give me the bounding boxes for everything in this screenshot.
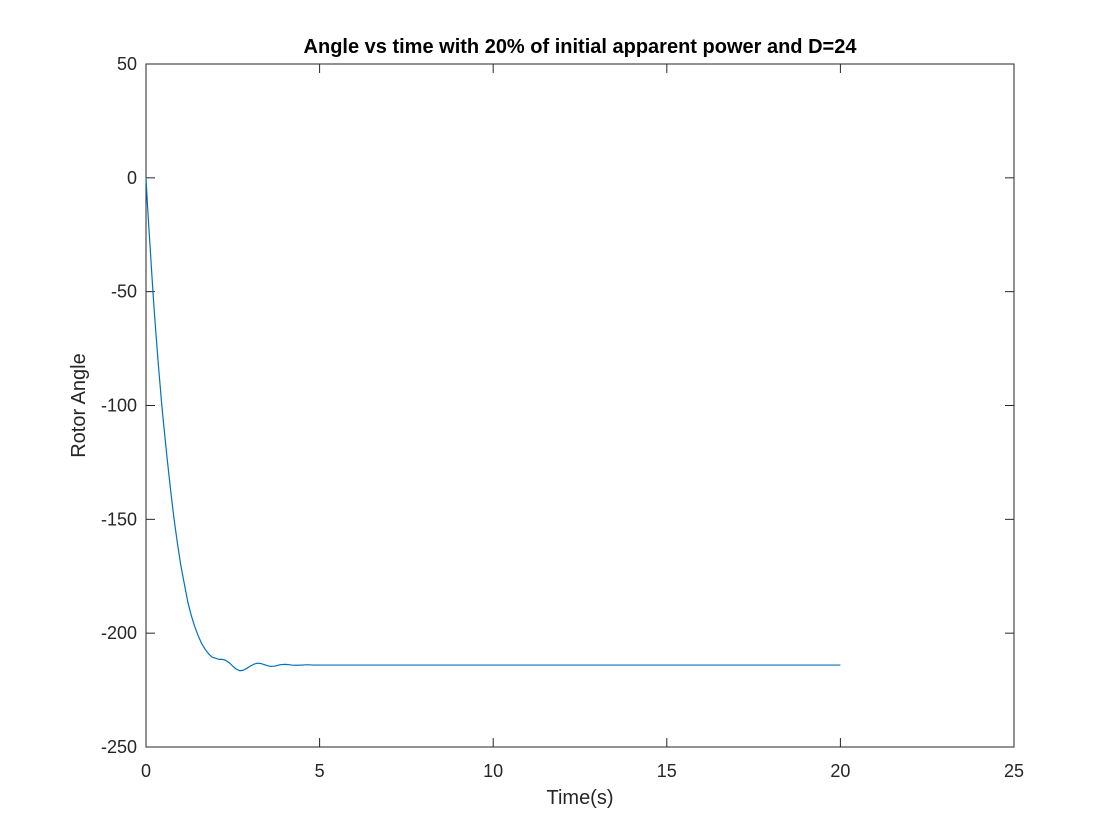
y-tick-label: -100	[101, 396, 137, 416]
y-tick-label: 0	[127, 168, 137, 188]
x-tick-label: 25	[1004, 761, 1024, 781]
x-tick-label: 5	[315, 761, 325, 781]
axis-ticks	[145, 63, 1015, 748]
y-tick-label: -250	[101, 737, 137, 757]
x-tick-label: 10	[483, 761, 503, 781]
x-tick-label: 20	[830, 761, 850, 781]
axis-tick-labels: 0 5 10 15 20 25 50 0 -50 -100 -150 -200 -250	[101, 54, 1024, 781]
y-tick-label: -50	[111, 282, 137, 302]
series-line-0	[145, 177, 841, 672]
x-axis-label: Time(s)	[546, 787, 613, 809]
y-tick-label: 50	[117, 54, 137, 74]
chart-title: Angle vs time with 20% of initial appare…	[304, 36, 858, 58]
series-layer	[145, 177, 841, 672]
x-tick-label: 15	[657, 761, 677, 781]
y-tick-label: -150	[101, 509, 137, 529]
y-tick-label: -200	[101, 623, 137, 643]
y-axis-label: Rotor Angle	[68, 353, 90, 458]
x-tick-label: 0	[141, 761, 151, 781]
plot-area	[145, 63, 1015, 748]
